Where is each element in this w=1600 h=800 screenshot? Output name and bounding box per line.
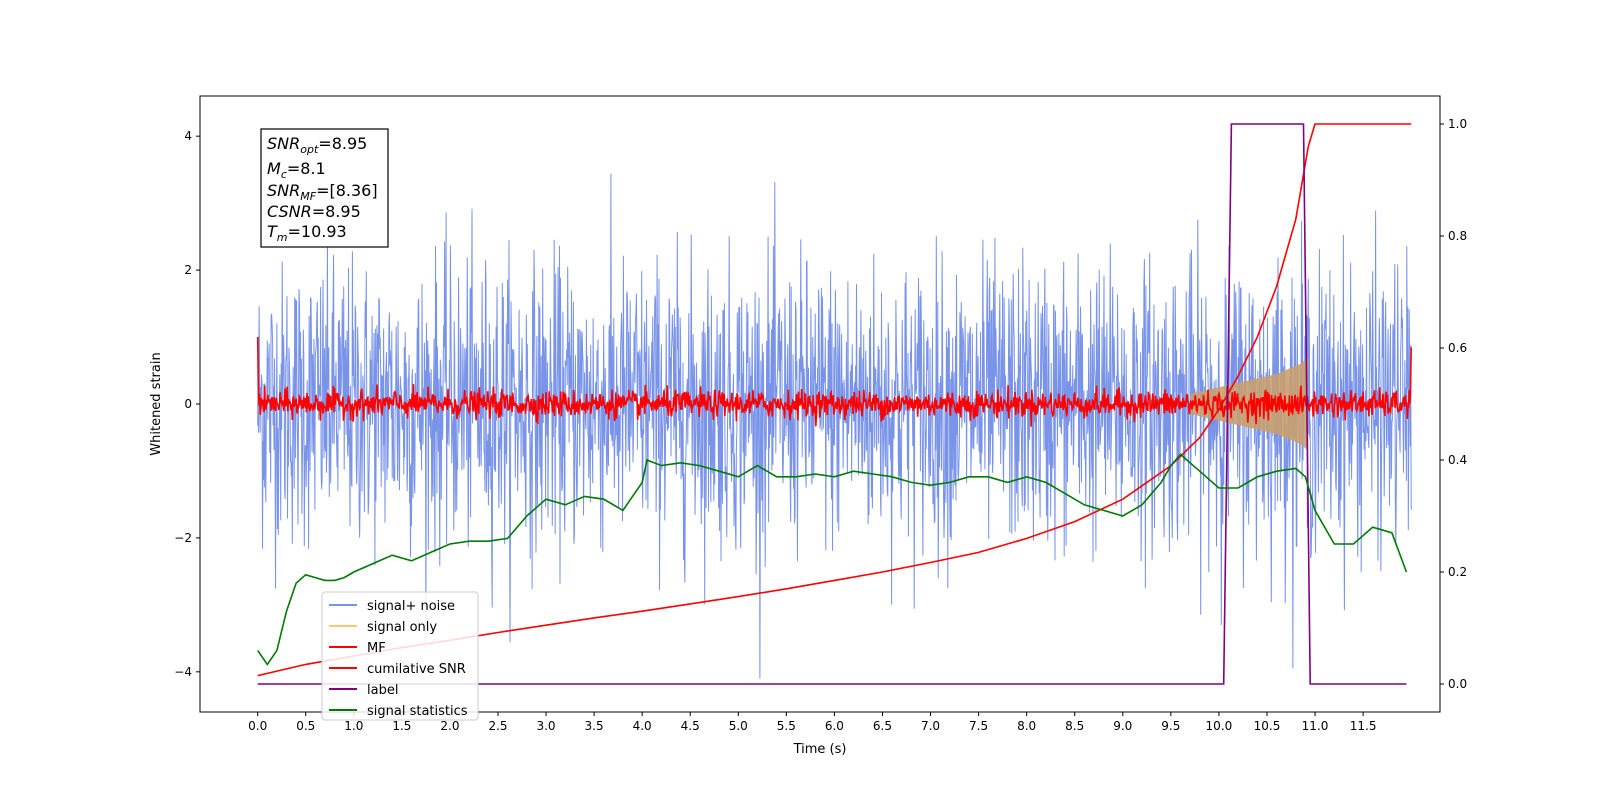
x-tick-label: 7.5 (969, 719, 988, 733)
x-tick-label: 1.5 (392, 719, 411, 733)
y2-tick-label: 0.0 (1448, 677, 1467, 691)
ticks-layer: 0.0 0.5 1.0 1.5 2.0 2.5 3.0 3.5 4.0 4.5 5.0 5.5 6.0 6… (174, 117, 1467, 733)
legend-entries: signal+ noise signal only MF cumilative SNR… (329, 599, 468, 719)
x-tick-label: 5.5 (777, 719, 796, 733)
x-tick-label: 8.5 (1065, 719, 1084, 733)
x-tick-label: 8.0 (1017, 719, 1036, 733)
x-tick-label: 0.5 (296, 719, 315, 733)
y-tick-label: 4 (184, 129, 192, 143)
x-tick-label: 0.0 (248, 719, 267, 733)
series-signal-statistics (257, 453, 1408, 666)
x-tick-label: 4.5 (681, 719, 700, 733)
y-tick-label: 0 (184, 397, 192, 411)
series-label (257, 123, 1407, 685)
series-mf (256, 336, 1412, 427)
x-tick-label: 4.0 (633, 719, 652, 733)
legend-label: signal+ noise (367, 599, 455, 614)
y2-tick-label: 0.4 (1448, 453, 1467, 467)
x-tick-label: 5.0 (729, 719, 748, 733)
legend-label: signal statistics (367, 704, 468, 719)
x-tick-label: 2.5 (488, 719, 507, 733)
annotation-mc: Mc=8.1 (267, 159, 326, 181)
legend-label: label (367, 683, 398, 698)
x-tick-label: 2.0 (440, 719, 459, 733)
x-tick-label: 3.0 (536, 719, 555, 733)
x-tick-label: 10.5 (1254, 719, 1281, 733)
annotation-snr-opt: SNRopt=8.95 (267, 134, 367, 156)
x-tick-label: 7.0 (921, 719, 940, 733)
x-axis-label: Time (s) (793, 742, 847, 757)
legend-frame (321, 591, 479, 721)
y2-tick-label: 0.6 (1448, 341, 1467, 355)
x-tick-label: 6.5 (873, 719, 892, 733)
annotation-snr-mf: SNRMF=[8.36] (267, 181, 378, 203)
legend-label: signal only (367, 620, 437, 635)
series-signal-noise (257, 173, 1412, 679)
y2-tick-label: 0.8 (1448, 229, 1467, 243)
x-tick-label: 9.0 (1113, 719, 1132, 733)
series-layer (256, 123, 1412, 685)
y-tick-label: −2 (174, 531, 192, 545)
x-tick-label: 6.0 (825, 719, 844, 733)
y-tick-label: −4 (174, 665, 192, 679)
x-tick-label: 10.0 (1206, 719, 1233, 733)
x-tick-label: 9.5 (1161, 719, 1180, 733)
plot-frame (199, 95, 1441, 713)
y-tick-label: 2 (184, 263, 192, 277)
x-tick-label: 3.5 (585, 719, 604, 733)
annotation-box: SNRopt=8.95 Mc=8.1 SNRMF=[8.36] CSNR=8.9… (260, 128, 389, 248)
y2-tick-label: 0.2 (1448, 565, 1467, 579)
annotation-tm: Tm=10.93 (267, 222, 347, 244)
legend: signal+ noise signal only MF cumilative SNR… (321, 591, 479, 721)
x-tick-label: 11.0 (1302, 719, 1329, 733)
legend-label: cumilative SNR (367, 662, 466, 677)
annotation-csnr: CSNR=8.95 (267, 202, 361, 221)
series-cumilative-snr (257, 123, 1412, 677)
y2-tick-label: 1.0 (1448, 117, 1467, 131)
x-tick-label: 1.0 (344, 719, 363, 733)
x-tick-label: 11.5 (1350, 719, 1377, 733)
y-axis-label: Whitened strain (149, 352, 164, 455)
legend-label: MF (367, 641, 386, 656)
